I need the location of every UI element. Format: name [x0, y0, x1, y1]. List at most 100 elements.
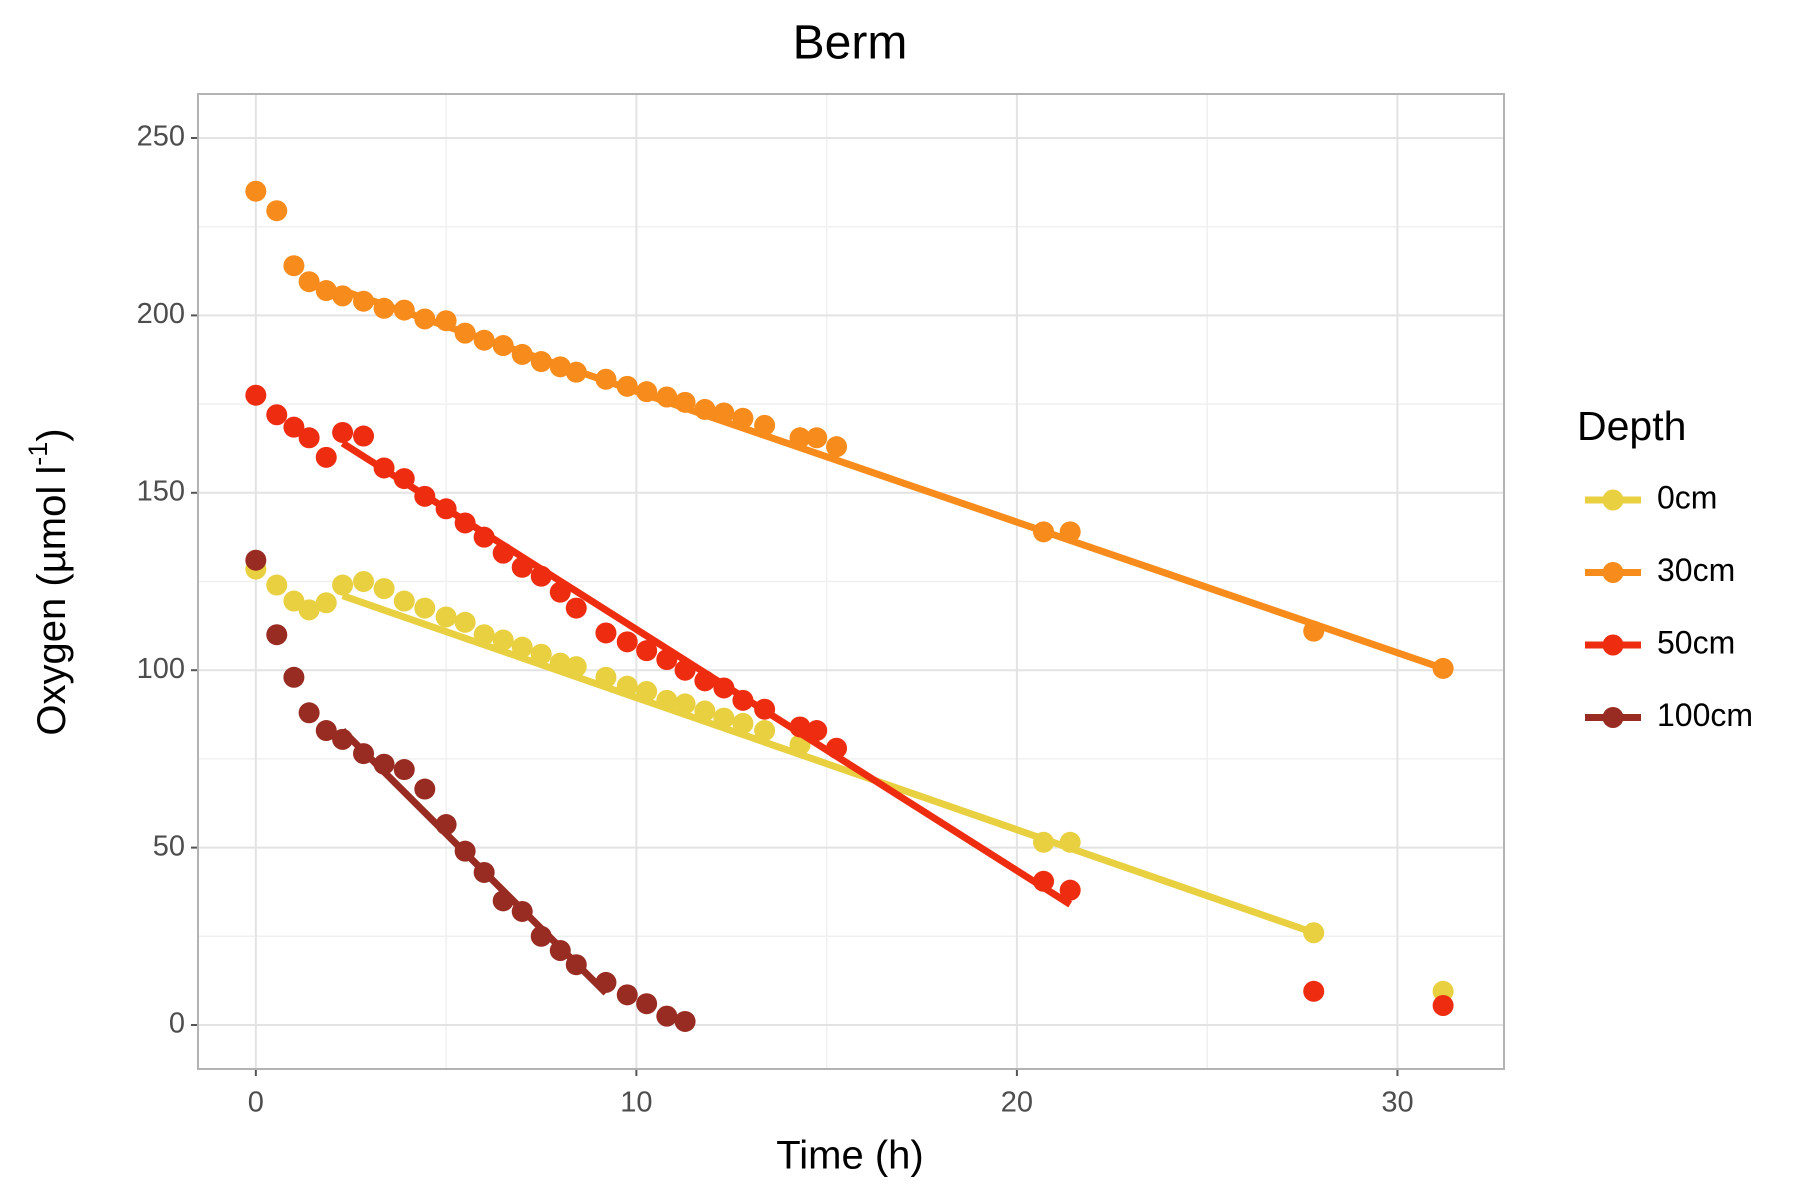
x-tick-label: 0 [248, 1087, 264, 1119]
point [732, 712, 754, 734]
point [1059, 521, 1081, 543]
point [826, 737, 848, 759]
point [595, 666, 617, 688]
point [1033, 521, 1055, 543]
point [414, 778, 436, 800]
point [373, 457, 395, 479]
point [616, 675, 638, 697]
point [283, 666, 305, 688]
point [713, 402, 735, 424]
point [511, 343, 533, 365]
point [492, 335, 514, 357]
y-axis-title-end: ) [30, 428, 74, 441]
point [549, 581, 571, 603]
point [636, 993, 658, 1015]
point [373, 578, 395, 600]
point [298, 599, 320, 621]
point [713, 677, 735, 699]
legend-label: 0cm [1657, 479, 1717, 515]
point [732, 407, 754, 429]
point [754, 698, 776, 720]
point [298, 427, 320, 449]
point [674, 391, 696, 413]
point [674, 659, 696, 681]
point [454, 840, 476, 862]
point [530, 643, 552, 665]
point [266, 200, 288, 222]
point [1303, 980, 1325, 1002]
point [1059, 879, 1081, 901]
point [754, 720, 776, 742]
point [332, 728, 354, 750]
point [373, 297, 395, 319]
point [245, 180, 267, 202]
point [283, 416, 305, 438]
point [595, 368, 617, 390]
legend-label: 30cm [1657, 552, 1735, 588]
point [674, 693, 696, 715]
point [315, 592, 337, 614]
point [1303, 620, 1325, 642]
legend-key-point [1602, 562, 1624, 583]
legend-label: 50cm [1657, 624, 1735, 660]
point [435, 606, 457, 628]
point [789, 427, 811, 449]
point [674, 1010, 696, 1032]
point [492, 890, 514, 912]
point [435, 310, 457, 332]
point [492, 542, 514, 564]
point [549, 356, 571, 378]
point [283, 590, 305, 612]
point [393, 299, 415, 321]
point [826, 436, 848, 458]
point [549, 652, 571, 674]
y-tick-label: 0 [169, 1008, 185, 1040]
point [283, 255, 305, 277]
point [549, 939, 571, 961]
point [353, 290, 375, 312]
point [393, 468, 415, 490]
y-tick-label: 250 [137, 121, 185, 153]
point [656, 1005, 678, 1027]
legend-key-point [1602, 489, 1624, 511]
point [332, 574, 354, 596]
point [656, 649, 678, 671]
point [492, 629, 514, 651]
point [616, 984, 638, 1006]
point [754, 414, 776, 436]
point [511, 636, 533, 658]
point [454, 512, 476, 534]
point [656, 689, 678, 711]
point [1033, 870, 1055, 892]
point [266, 624, 288, 646]
point [565, 656, 587, 678]
point [245, 549, 267, 571]
point [530, 351, 552, 373]
y-tick-label: 50 [153, 830, 185, 862]
point [454, 322, 476, 344]
point [530, 565, 552, 587]
point [473, 329, 495, 351]
legend-label: 100cm [1657, 697, 1753, 733]
point [435, 814, 457, 836]
point [373, 753, 395, 775]
point [656, 386, 678, 408]
point [789, 716, 811, 738]
point [454, 611, 476, 633]
point [565, 597, 587, 619]
point [315, 446, 337, 468]
point [565, 954, 587, 976]
point [393, 759, 415, 781]
point [694, 398, 716, 420]
x-axis-title: Time (h) [776, 1134, 923, 1178]
legend-key-point [1602, 707, 1624, 728]
legend-key-point [1602, 634, 1624, 656]
point [713, 707, 735, 729]
point [414, 308, 436, 330]
point [636, 381, 658, 403]
point [511, 900, 533, 922]
y-axis-title-sup: -1 [23, 442, 53, 466]
point [595, 622, 617, 644]
point [694, 700, 716, 722]
